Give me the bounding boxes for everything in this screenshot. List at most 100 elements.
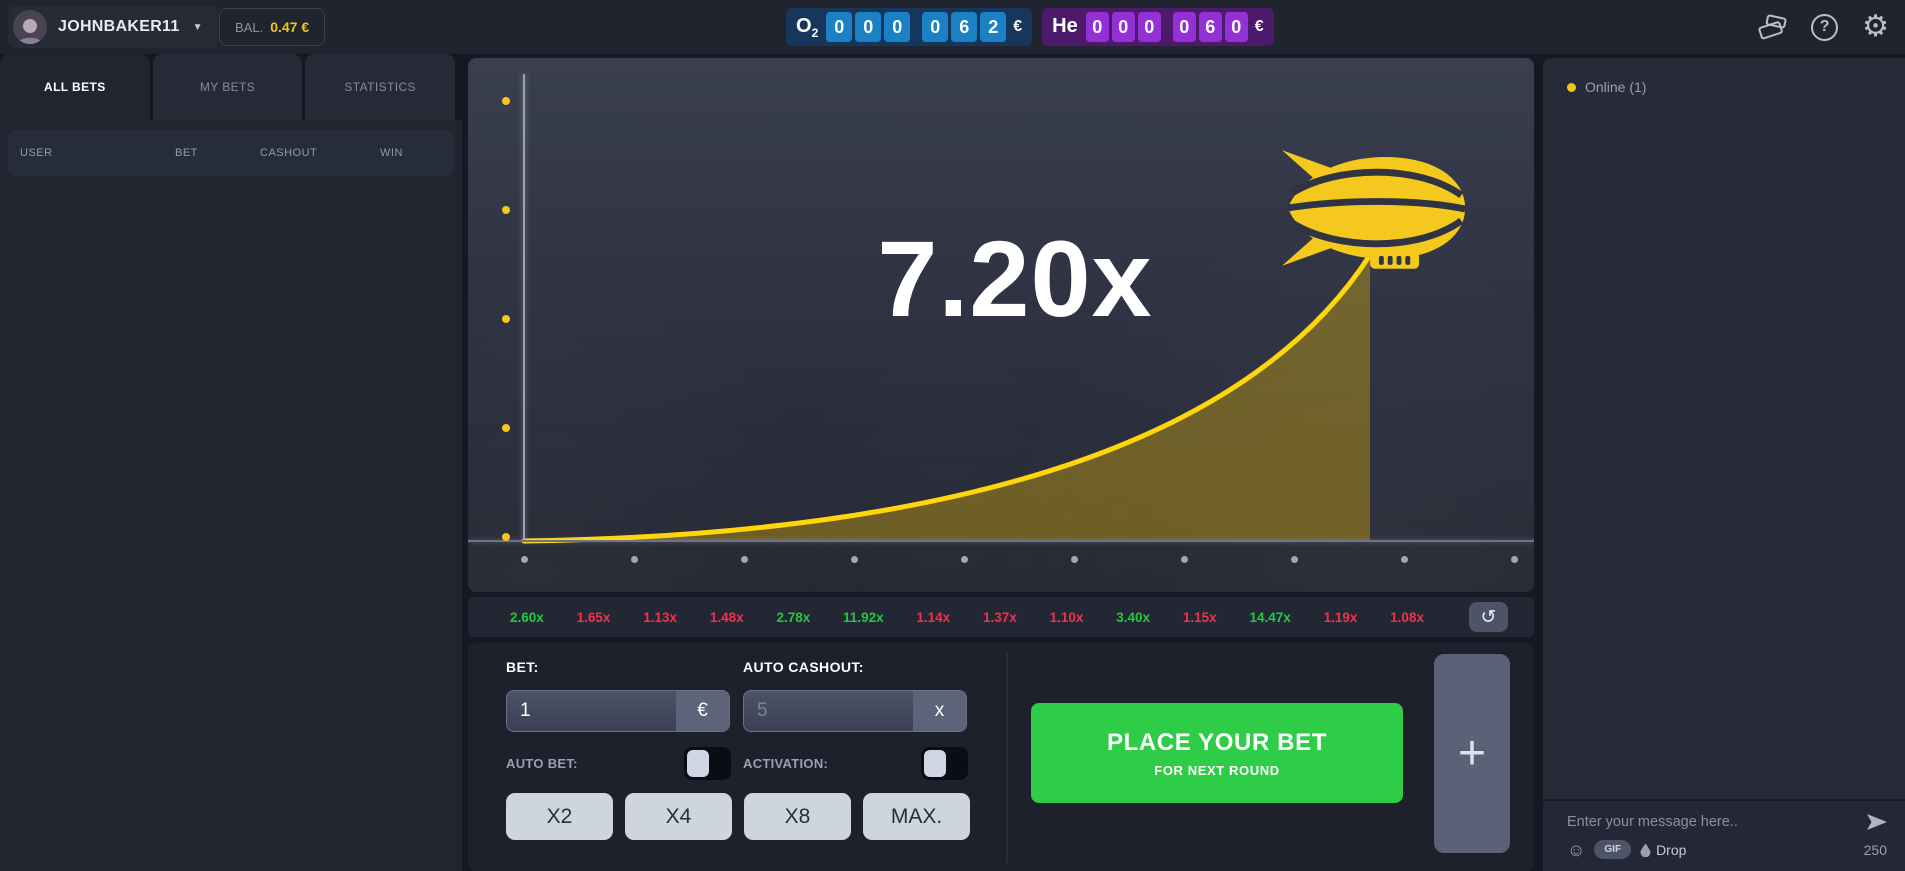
helium-counter: He 0 0 0 0 6 0 €: [1042, 8, 1274, 46]
chat-panel: Online (1) ☺ GIF Drop 250: [1543, 58, 1905, 871]
bet-input-box: €: [506, 690, 730, 732]
y-axis-tick-dot: [502, 424, 510, 432]
bets-list-body: USER BET CASHOUT WIN: [0, 120, 462, 871]
topbar-icons: ? ⚙: [1757, 0, 1889, 54]
history-strip: 2.60x 1.65x 1.13x 1.48x 2.78x 11.92x 1.1…: [468, 597, 1534, 637]
activation-toggle[interactable]: [921, 747, 968, 780]
balance-display: BAL. 0.47 €: [219, 8, 326, 46]
add-bet-button[interactable]: +: [1434, 654, 1510, 853]
counter-digit: 0: [1172, 12, 1196, 42]
x2-button[interactable]: X2: [506, 793, 613, 840]
history-multiplier[interactable]: 1.08x: [1390, 609, 1424, 625]
x-axis-tick-dot: [851, 556, 858, 563]
y-axis-tick-dot: [502, 315, 510, 323]
x-axis-tick-dot: [1291, 556, 1298, 563]
history-multiplier[interactable]: 11.92x: [843, 609, 884, 625]
help-icon[interactable]: ?: [1811, 13, 1839, 41]
col-cashout: CASHOUT: [260, 147, 318, 159]
bet-label: BET:: [506, 659, 539, 675]
auto-cashout-input-box: x: [743, 690, 967, 732]
history-multiplier[interactable]: 1.14x: [916, 609, 951, 625]
auto-bet-toggle[interactable]: [684, 747, 731, 780]
chat-footer: ☺ GIF Drop 250: [1543, 799, 1905, 871]
tab-my-bets[interactable]: MY BETS: [152, 54, 303, 120]
current-multiplier: 7.20x: [877, 218, 1153, 339]
auto-cashout-suffix: x: [913, 691, 966, 731]
tickets-icon[interactable]: [1757, 14, 1787, 40]
history-multiplier[interactable]: 1.19x: [1323, 609, 1358, 625]
history-multiplier[interactable]: 1.10x: [1049, 609, 1084, 625]
history-multiplier[interactable]: 1.48x: [709, 609, 744, 625]
counter-digit: 0: [884, 12, 911, 42]
y-axis-tick-dot: [502, 533, 510, 541]
multiplier-curve: [521, 252, 1373, 544]
history-multiplier[interactable]: 14.47x: [1249, 609, 1291, 625]
bet-input[interactable]: [507, 691, 676, 731]
activation-label: ACTIVATION:: [743, 756, 829, 771]
droplet-icon: [1640, 843, 1651, 857]
history-multiplier[interactable]: 3.40x: [1116, 609, 1151, 625]
counter-digit: 0: [1137, 12, 1161, 42]
auto-bet-label: AUTO BET:: [506, 756, 578, 771]
game-graph: 7.20x: [468, 58, 1534, 592]
chevron-down-icon: ▼: [192, 21, 203, 33]
user-menu[interactable]: JOHNBAKER11 ▼: [8, 6, 219, 48]
x-axis: [468, 540, 1534, 542]
controls-divider: [1006, 651, 1008, 863]
username: JOHNBAKER11: [58, 18, 180, 35]
col-win: WIN: [380, 147, 403, 159]
x-axis-tick-dot: [1071, 556, 1078, 563]
online-count: Online (1): [1585, 79, 1647, 95]
gif-button[interactable]: GIF: [1594, 840, 1632, 859]
send-icon[interactable]: [1867, 813, 1887, 831]
chat-message-input[interactable]: [1567, 814, 1867, 830]
history-multiplier[interactable]: 2.78x: [776, 609, 811, 625]
online-dot-icon: [1567, 82, 1576, 92]
oxygen-counter: O2 0 0 0 0 6 2 €: [786, 8, 1033, 46]
place-bet-button[interactable]: PLACE YOUR BET FOR NEXT ROUND: [1031, 703, 1403, 803]
x-axis-tick-dot: [1181, 556, 1188, 563]
x-axis-tick-dot: [961, 556, 968, 563]
x4-button[interactable]: X4: [625, 793, 732, 840]
tab-statistics[interactable]: STATISTICS: [305, 54, 456, 120]
balance-value: 0.47 €: [270, 19, 310, 35]
char-counter: 250: [1863, 841, 1887, 858]
history-multiplier[interactable]: 1.15x: [1182, 609, 1217, 625]
balance-label: BAL.: [235, 19, 264, 35]
resource-counters: O2 0 0 0 0 6 2 € He 0 0 0 0 6 0 €: [786, 8, 1274, 46]
counter-digit: 0: [855, 12, 882, 42]
emoji-icon[interactable]: ☺: [1567, 839, 1586, 860]
oxygen-icon: O2: [796, 14, 819, 40]
x-axis-tick-dot: [741, 556, 748, 563]
bet-controls: BET: € AUTO CASHOUT: x AUTO BET: ACTIVAT…: [468, 643, 1534, 871]
multiplier-buttons: X2 X4 X8 MAX.: [506, 793, 970, 840]
avatar: [13, 10, 47, 44]
drop-button[interactable]: Drop: [1640, 842, 1686, 858]
col-user: USER: [20, 147, 53, 159]
history-multiplier[interactable]: 2.60x: [510, 609, 544, 625]
history-multiplier[interactable]: 1.37x: [983, 609, 1017, 625]
history-multiplier[interactable]: 1.65x: [576, 609, 611, 625]
top-bar: JOHNBAKER11 ▼ BAL. 0.47 € O2 0 0 0 0 6 2…: [0, 0, 1905, 54]
history-multiplier[interactable]: 1.13x: [643, 609, 678, 625]
toggle-knob: [924, 750, 946, 777]
y-axis-tick-dot: [502, 97, 510, 105]
bets-table-header: USER BET CASHOUT WIN: [8, 130, 454, 176]
auto-cashout-input[interactable]: [744, 691, 913, 731]
counter-digit: 2: [980, 12, 1007, 42]
history-icon[interactable]: ↺: [1469, 602, 1508, 632]
counter-digit: 0: [826, 12, 853, 42]
gear-icon[interactable]: ⚙: [1862, 10, 1889, 43]
counter-digit: 6: [951, 12, 978, 42]
place-bet-title: PLACE YOUR BET: [1107, 728, 1327, 756]
counter-digit: 0: [1111, 12, 1135, 42]
max-button[interactable]: MAX.: [863, 793, 970, 840]
currency-symbol: €: [1013, 18, 1023, 35]
currency-symbol: €: [1254, 18, 1264, 35]
y-axis: [523, 74, 525, 541]
bets-panel: ALL BETS MY BETS STATISTICS USER BET CAS…: [0, 54, 462, 871]
tab-all-bets[interactable]: ALL BETS: [0, 54, 150, 120]
x-axis-tick-dot: [1511, 556, 1518, 563]
auto-cashout-label: AUTO CASHOUT:: [743, 659, 864, 675]
x8-button[interactable]: X8: [744, 793, 851, 840]
